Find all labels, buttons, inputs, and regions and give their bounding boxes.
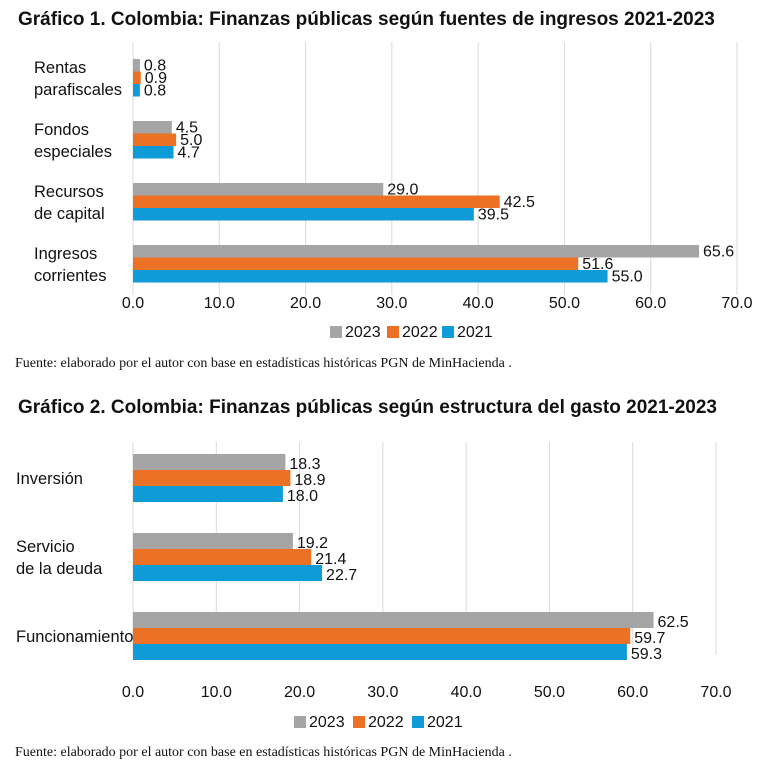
chart1-bar — [133, 208, 474, 221]
chart1-tick-label: 40.0 — [463, 295, 494, 312]
chart2-tick-label: 50.0 — [534, 684, 565, 701]
chart1-bar — [133, 270, 608, 283]
chart1-tick-label: 50.0 — [549, 295, 580, 312]
chart1-data-label: 65.6 — [703, 244, 734, 261]
chart2-category-label: Inversión — [16, 470, 83, 488]
chart1-category-label: Rentas — [34, 59, 86, 77]
chart1-source: Fuente: elaborado por el autor con base … — [15, 356, 512, 371]
chart1-data-label: 0.9 — [145, 70, 167, 87]
chart1-category-label: Recursos — [34, 183, 104, 201]
chart1-data-label: 42.5 — [504, 194, 535, 211]
chart2-data-label: 62.5 — [658, 614, 689, 631]
chart2-legend-label: 2023 — [309, 714, 345, 731]
chart2-legend-swatch — [353, 716, 365, 728]
chart2-tick-label: 40.0 — [451, 684, 482, 701]
chart2-data-label: 59.3 — [631, 646, 662, 663]
chart2-bar — [133, 644, 627, 660]
chart1-tick-label: 70.0 — [721, 295, 752, 312]
chart1-legend-label: 2023 — [345, 324, 381, 341]
chart1-title: Gráfico 1. Colombia: Finanzas públicas s… — [18, 9, 715, 30]
chart1-data-label: 5.0 — [180, 132, 202, 149]
chart2-source: Fuente: elaborado por el autor con base … — [15, 745, 512, 760]
chart1-data-label: 4.7 — [178, 145, 200, 162]
chart2-category-label: de la deuda — [16, 560, 103, 578]
chart2-bar — [133, 612, 654, 628]
chart2-tick-label: 70.0 — [700, 684, 731, 701]
chart1-category-label: Fondos — [34, 121, 89, 139]
chart2-bar — [133, 533, 293, 549]
chart2-legend-swatch — [294, 716, 306, 728]
chart1-bar — [133, 195, 500, 208]
chart2-data-label: 19.2 — [297, 535, 328, 552]
chart2-bar — [133, 565, 323, 581]
chart1-tick-label: 10.0 — [204, 295, 235, 312]
chart2-bar — [133, 454, 286, 470]
chart1-bar — [133, 257, 579, 270]
chart1-data-label: 55.0 — [612, 269, 643, 286]
chart2-tick-label: 30.0 — [367, 684, 398, 701]
chart1-data-label: 4.5 — [176, 120, 198, 137]
chart1-bar — [133, 146, 174, 159]
chart1-bar — [133, 71, 141, 84]
chart2-data-label: 18.0 — [287, 488, 318, 505]
chart2-bar — [133, 549, 312, 565]
chart2-data-label: 59.7 — [634, 630, 665, 647]
chart2-category-label: Funcionamiento — [16, 628, 133, 646]
chart1-category-label: parafiscales — [34, 81, 122, 99]
chart1-legend-label: 2021 — [457, 324, 493, 341]
chart2-title: Gráfico 2. Colombia: Finanzas públicas s… — [18, 397, 717, 418]
chart1-bar — [133, 84, 140, 97]
chart2-plot: 0.0 10.0 20.0 30.0 40.0 50.0 60.0 70.0 Inversión… — [16, 442, 732, 731]
chart2-tick-label: 0.0 — [122, 684, 144, 701]
chart1-category-label: Ingresos — [34, 245, 97, 263]
chart2-legend-label: 2022 — [368, 714, 404, 731]
chart1-data-label: 51.6 — [582, 256, 613, 273]
chart2-legend-swatch — [412, 716, 424, 728]
chart1-data-label: 39.5 — [478, 207, 509, 224]
chart2-bar — [133, 628, 631, 644]
chart1-data-label: 0.8 — [144, 58, 166, 75]
chart1-tick-label: 30.0 — [376, 295, 407, 312]
chart2-data-label: 22.7 — [326, 567, 357, 584]
chart1-bar — [133, 245, 700, 258]
chart1-legend-swatch — [442, 326, 454, 338]
chart1-tick-label: 60.0 — [635, 295, 666, 312]
chart1-legend-swatch — [387, 326, 399, 338]
chart2-data-label: 21.4 — [315, 551, 346, 568]
chart2-data-label: 18.9 — [294, 472, 325, 489]
chart1-bar — [133, 133, 177, 146]
chart1-legend-label: 2022 — [402, 324, 438, 341]
chart1-category-label: especiales — [34, 143, 112, 161]
chart1-bar — [133, 183, 384, 196]
chart1-category-label: corrientes — [34, 267, 106, 285]
chart1-data-label: 0.8 — [144, 83, 166, 100]
chart2-tick-label: 20.0 — [284, 684, 315, 701]
chart2-tick-label: 60.0 — [617, 684, 648, 701]
chart1-bar — [133, 59, 140, 72]
chart1-plot: 0.0 10.0 20.0 30.0 40.0 50.0 60.0 70.0 Rentas par… — [34, 42, 753, 341]
chart2-bar — [133, 470, 291, 486]
chart2-bar — [133, 486, 283, 502]
chart1-category-label: de capital — [34, 205, 105, 223]
chart1-data-label: 29.0 — [387, 182, 418, 199]
chart1-tick-label: 20.0 — [290, 295, 321, 312]
chart1-bar — [133, 121, 172, 134]
chart1-tick-label: 0.0 — [122, 295, 144, 312]
chart2-legend-label: 2021 — [427, 714, 463, 731]
chart1-legend-swatch — [330, 326, 342, 338]
chart2-data-label: 18.3 — [289, 456, 320, 473]
chart2-category-label: Servicio — [16, 538, 75, 556]
chart2-tick-label: 10.0 — [201, 684, 232, 701]
